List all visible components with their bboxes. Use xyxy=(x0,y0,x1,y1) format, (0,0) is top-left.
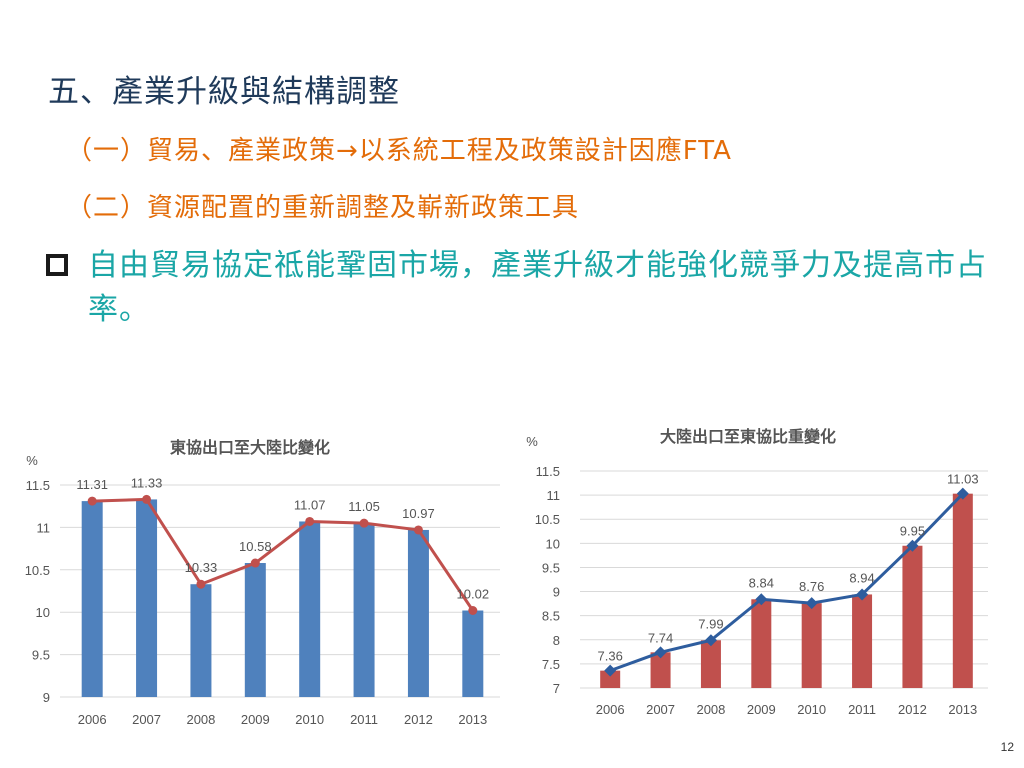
bar xyxy=(952,493,973,688)
data-label: 7.99 xyxy=(698,616,723,631)
x-tick-label: 2008 xyxy=(696,702,725,717)
data-label: 7.74 xyxy=(648,630,673,645)
bar xyxy=(190,584,212,697)
bar xyxy=(902,545,923,688)
x-tick-label: 2009 xyxy=(241,712,270,727)
y-axis-unit: % xyxy=(526,434,538,449)
x-tick-label: 2007 xyxy=(132,712,161,727)
line-point xyxy=(755,593,768,606)
y-tick-label: 8.5 xyxy=(542,609,560,624)
asean-export-chart: 東協出口至大陸比變化% 11.5 11 10.5 10 9.5 9 11.31 11.33 10.… xyxy=(25,438,500,727)
bullet-text: 自由貿易協定祗能鞏固市場，產業升級才能強化競爭力及提高市占率。 xyxy=(88,248,987,327)
bar xyxy=(751,599,772,688)
y-tick-label: 9.5 xyxy=(542,560,560,575)
data-label: 11.33 xyxy=(131,475,163,490)
y-tick-label: 11.5 xyxy=(26,478,50,493)
x-tick-label: 2009 xyxy=(747,702,776,717)
y-tick-label: 11.5 xyxy=(536,464,560,479)
square-bullet-icon xyxy=(46,254,68,276)
line-point xyxy=(654,646,667,659)
line-point xyxy=(805,597,818,610)
data-label: 10.33 xyxy=(185,560,218,575)
bar xyxy=(244,563,266,697)
line-point xyxy=(468,606,478,616)
series-line xyxy=(92,497,475,612)
chart-title: 大陸出口至東協比重變化 xyxy=(660,427,836,446)
chart-title: 東協出口至大陸比變化 xyxy=(170,438,330,457)
y-tick-label: 7 xyxy=(553,681,560,696)
bar xyxy=(462,610,484,697)
bar xyxy=(600,670,621,688)
bar xyxy=(650,652,671,688)
x-tick-label: 2013 xyxy=(458,712,487,727)
data-label: 11.03 xyxy=(947,472,979,487)
x-tick-label: 2013 xyxy=(948,702,977,717)
series-line xyxy=(609,492,964,673)
bar xyxy=(81,501,103,697)
x-tick-label: 2008 xyxy=(186,712,215,727)
bar xyxy=(136,499,158,697)
y-tick-label: 10 xyxy=(36,605,50,620)
x-tick-label: 2010 xyxy=(797,702,826,717)
bar xyxy=(801,603,822,688)
x-tick-label: 2007 xyxy=(646,702,675,717)
data-label: 10.97 xyxy=(402,506,435,521)
y-tick-label: 11 xyxy=(547,488,561,503)
x-tick-label: 2006 xyxy=(596,702,625,717)
x-tick-label: 2011 xyxy=(350,712,378,727)
subheading-1: （一）貿易、產業政策→以系統工程及政策設計因應FTA xyxy=(66,136,732,166)
line-point xyxy=(704,634,717,647)
data-label: 8.94 xyxy=(849,570,874,585)
line-point xyxy=(359,518,369,528)
y-tick-label: 9 xyxy=(43,690,50,705)
bar xyxy=(353,523,375,697)
data-label: 8.76 xyxy=(799,579,824,594)
y-tick-label: 7.5 xyxy=(542,657,560,672)
line-point xyxy=(604,664,617,677)
line-point xyxy=(142,494,152,504)
x-tick-label: 2012 xyxy=(898,702,927,717)
line-point xyxy=(305,516,315,526)
line-point xyxy=(87,496,97,506)
bar xyxy=(299,521,321,697)
y-tick-label: 10.5 xyxy=(535,512,560,527)
line-point xyxy=(956,487,969,500)
subheading-2: （二）資源配置的重新調整及嶄新政策工具 xyxy=(66,193,580,223)
line-point xyxy=(906,539,919,552)
china-export-chart: 大陸出口至東協比重變化% 11.5 11 10.5 10 9.5 9 8.5 8 7.5 7 7.36… xyxy=(526,427,988,717)
line-point xyxy=(413,525,423,535)
data-label: 11.07 xyxy=(294,497,326,512)
x-tick-label: 2011 xyxy=(848,702,876,717)
slide-title: 五、產業升級與結構調整 xyxy=(48,74,400,110)
y-tick-label: 9.5 xyxy=(32,648,50,663)
bar xyxy=(407,529,429,697)
y-axis-unit: % xyxy=(26,453,38,468)
x-tick-label: 2006 xyxy=(78,712,107,727)
x-tick-label: 2012 xyxy=(404,712,433,727)
page-number: 12 xyxy=(1000,740,1014,754)
y-tick-label: 10.5 xyxy=(25,563,50,578)
data-label: 11.31 xyxy=(76,477,108,492)
x-tick-label: 2010 xyxy=(295,712,324,727)
line-point xyxy=(250,558,260,568)
data-label: 11.05 xyxy=(348,499,380,514)
data-label: 7.36 xyxy=(598,649,623,664)
data-label: 9.95 xyxy=(900,524,925,539)
y-tick-label: 11 xyxy=(37,520,51,535)
y-tick-label: 8 xyxy=(553,633,560,648)
y-tick-label: 9 xyxy=(553,585,560,600)
line-point xyxy=(856,588,869,601)
y-tick-label: 10 xyxy=(546,536,560,551)
data-label: 10.02 xyxy=(457,587,490,602)
bar xyxy=(700,640,721,688)
data-label: 8.84 xyxy=(749,575,774,590)
line-point xyxy=(196,579,206,589)
data-label: 10.58 xyxy=(239,539,272,554)
bar xyxy=(852,594,873,688)
